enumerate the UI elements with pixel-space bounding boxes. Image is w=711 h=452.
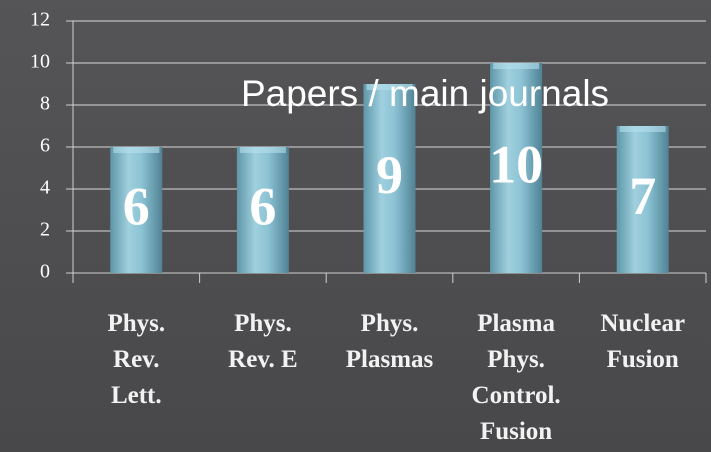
y-tick-label: 6	[40, 135, 50, 157]
bar	[363, 84, 416, 273]
x-tick-label-line: Fusion	[480, 418, 552, 445]
bar-bevel	[366, 84, 413, 90]
bar	[110, 147, 163, 273]
x-tick-label-line: Rev. E	[228, 346, 297, 373]
bar	[490, 63, 543, 273]
x-tick-label-line: Phys.	[361, 310, 419, 337]
bar-bevel	[239, 147, 286, 153]
x-tick-label-line: Rev.	[113, 346, 160, 373]
data-label: 6	[249, 176, 276, 236]
x-tick-label-line: Phys.	[107, 310, 165, 337]
data-label: 7	[629, 166, 656, 226]
x-tick-label-line: Lett.	[111, 382, 162, 409]
data-label: 6	[123, 176, 150, 236]
x-tick-label-line: Nuclear	[600, 310, 685, 337]
bar-bevel	[113, 147, 160, 153]
x-tick-label: Phys. Rev. Lett.	[107, 310, 165, 409]
x-tick-label-line: Plasmas	[346, 346, 434, 373]
x-tick-label-line: Phys.	[234, 310, 292, 337]
bar	[616, 126, 669, 273]
x-tick-label-line: Plasma	[477, 310, 555, 337]
y-tick-label: 2	[40, 219, 50, 241]
y-tick-label: 12	[30, 9, 50, 31]
x-tick-label-line: Phys.	[487, 346, 545, 373]
chart-title: Papers / main journals	[241, 73, 609, 114]
data-label: 10	[489, 134, 543, 194]
x-tick-label: Plasma Phys. Control. Fusion	[472, 310, 561, 445]
data-label: 9	[376, 145, 403, 205]
y-tick-label: 8	[40, 93, 50, 115]
x-tick-label: Phys. Plasmas	[346, 310, 434, 373]
y-tick-label: 4	[40, 177, 50, 199]
x-tick-label-line: Fusion	[607, 346, 679, 373]
bar	[236, 147, 289, 273]
y-tick-label: 0	[40, 261, 50, 283]
x-tick-label: Phys. Rev. E	[228, 310, 297, 373]
x-tick-label: Nuclear Fusion	[600, 310, 685, 373]
x-tick-label-line: Control.	[472, 382, 561, 409]
y-tick-label: 10	[30, 51, 50, 73]
bar-bevel	[493, 63, 540, 69]
bar-bevel	[619, 126, 666, 132]
